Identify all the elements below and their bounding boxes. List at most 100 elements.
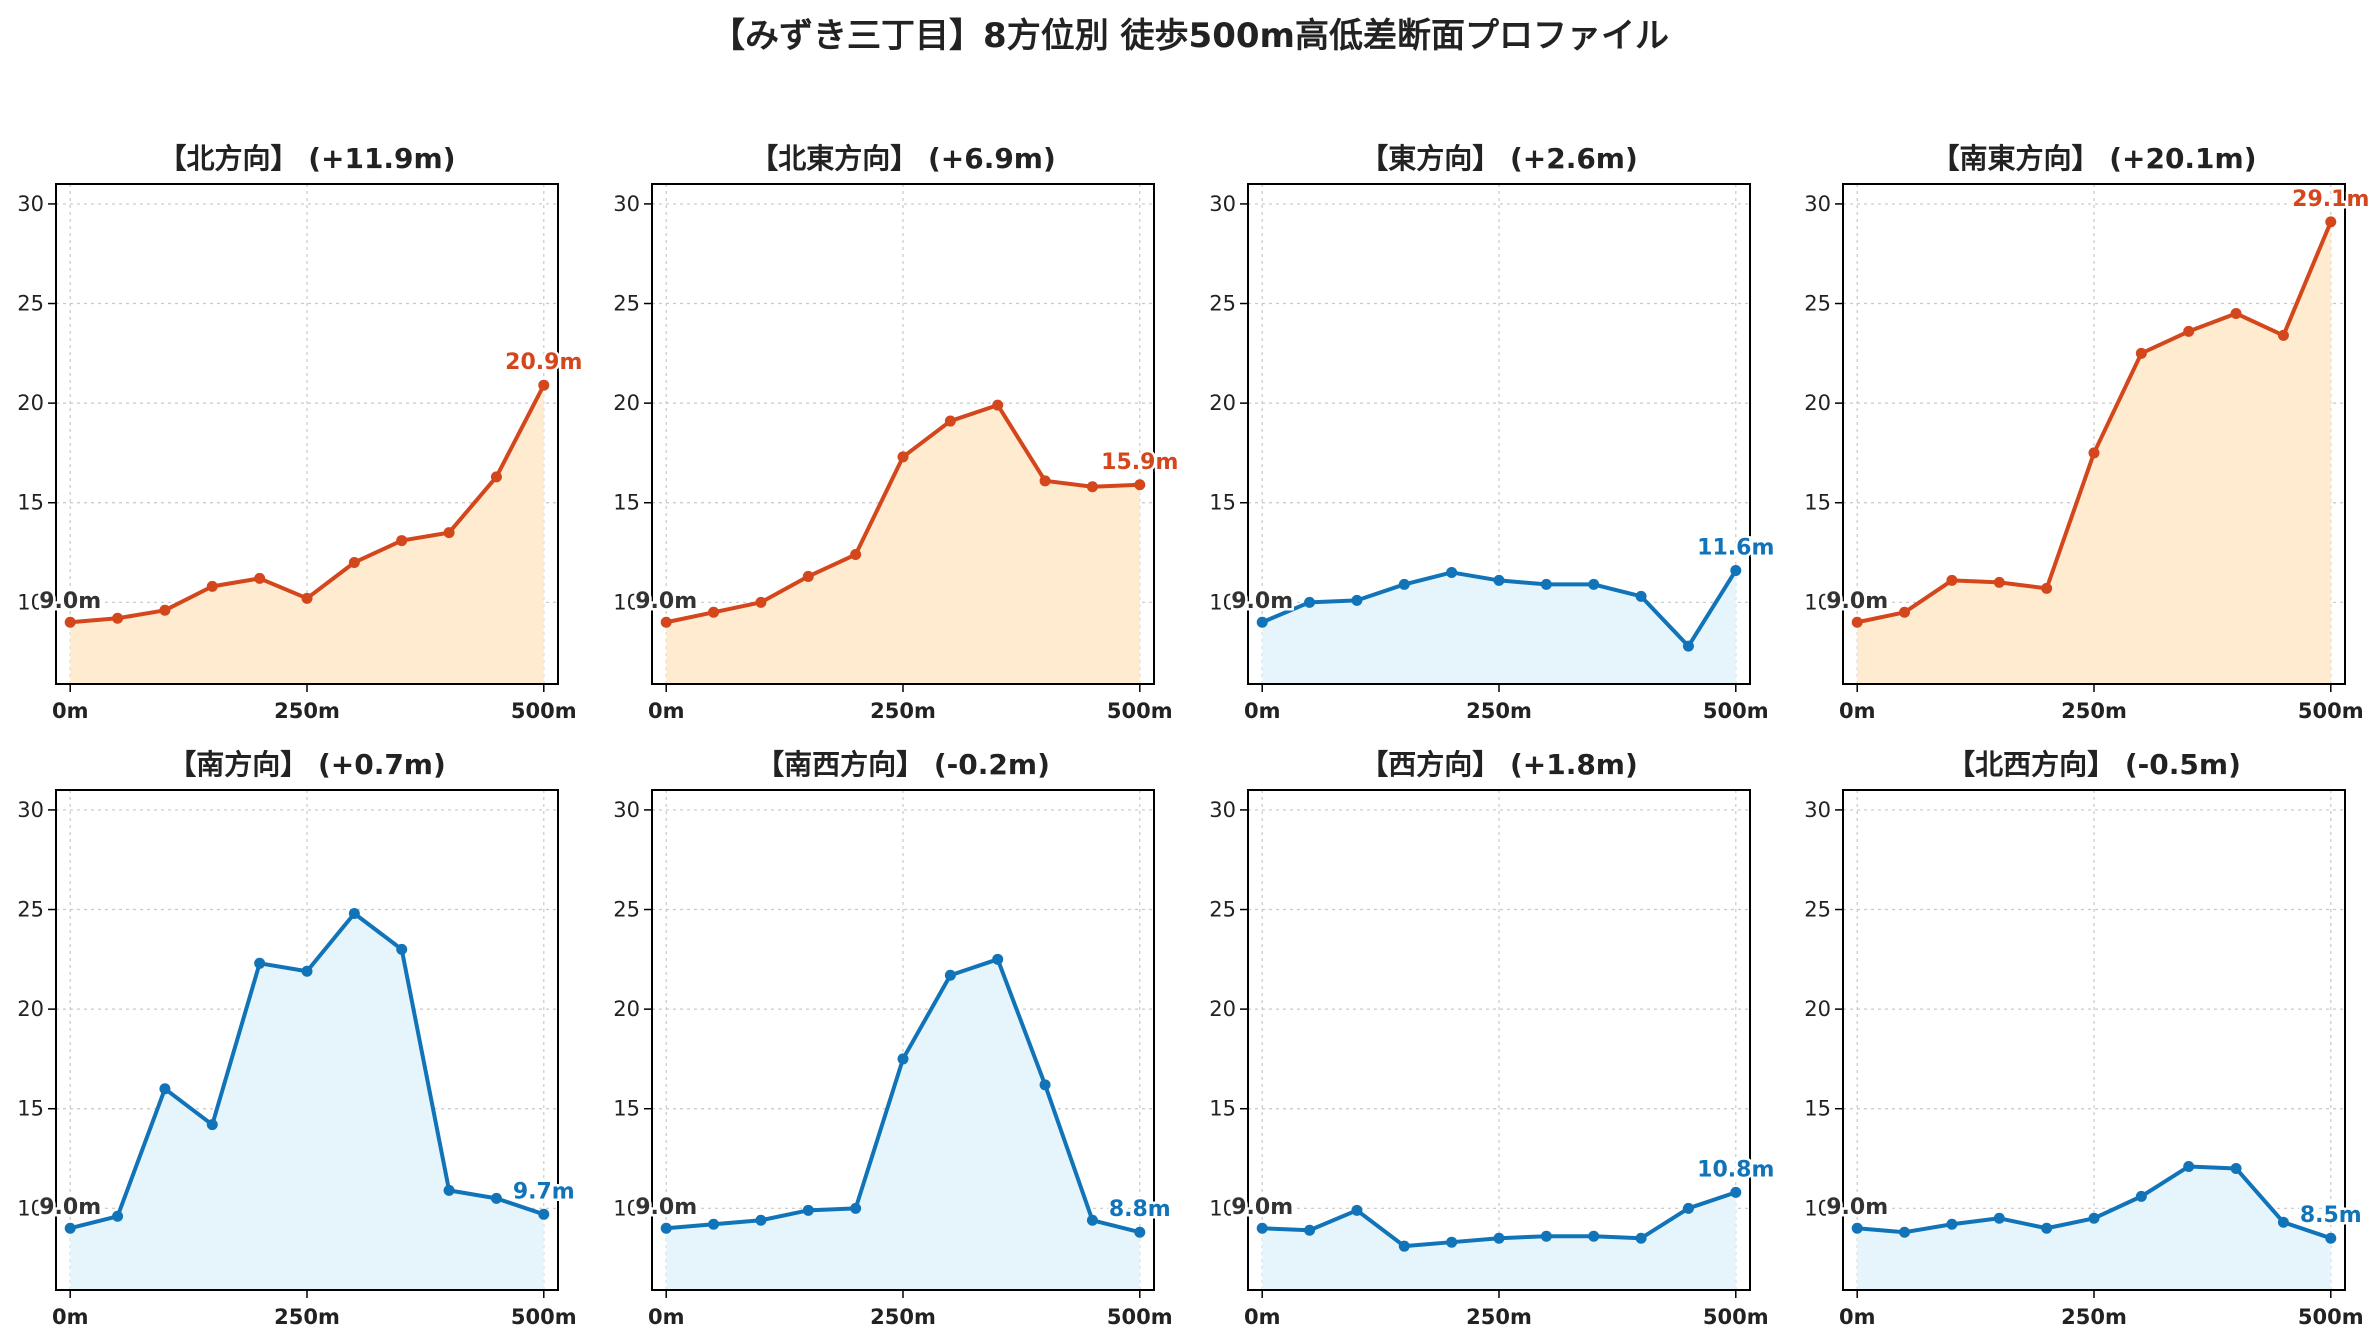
end-value-label: 15.9m bbox=[1101, 450, 1178, 475]
end-value-label: 20.9m bbox=[505, 350, 582, 375]
subplot-2: 【北東方向】 (+6.9m) 10 15 20 25 30 0m 250m 500m 9.0m 15… bbox=[613, 142, 1181, 723]
data-point bbox=[1682, 1202, 1694, 1214]
y-tick-label: 15 bbox=[613, 1097, 640, 1121]
data-point bbox=[1256, 616, 1268, 628]
start-value-label: 9.0m bbox=[635, 589, 697, 614]
data-point bbox=[443, 1184, 455, 1196]
data-point bbox=[112, 1210, 124, 1222]
x-tick-label: 500m bbox=[511, 1305, 577, 1329]
y-tick-label: 20 bbox=[613, 997, 640, 1021]
y-tick-label: 10 bbox=[613, 590, 640, 614]
subplot-title: 【北東方向】 (+6.9m) bbox=[750, 142, 1056, 175]
data-point bbox=[206, 1119, 218, 1131]
data-point bbox=[1256, 1222, 1268, 1234]
subplot-title: 【西方向】 (+1.8m) bbox=[1360, 748, 1638, 781]
y-tick-label: 25 bbox=[17, 292, 44, 316]
x-tick-label: 0m bbox=[1244, 1305, 1281, 1329]
x-tick-label: 250m bbox=[2061, 1305, 2127, 1329]
subplot-7: 【西方向】 (+1.8m) 10 15 20 25 30 0m 250m 500m 9.0m 10.… bbox=[1209, 748, 1777, 1329]
data-point bbox=[660, 616, 672, 628]
end-value-label: 8.5m bbox=[2300, 1203, 2362, 1228]
data-point bbox=[802, 570, 814, 582]
data-point bbox=[2135, 1190, 2147, 1202]
data-point bbox=[348, 556, 360, 568]
start-value-label: 9.0m bbox=[39, 589, 101, 614]
data-point bbox=[1351, 594, 1363, 606]
data-point bbox=[1899, 606, 1911, 618]
start-value-label: 9.0m bbox=[1826, 589, 1888, 614]
x-tick-label: 500m bbox=[1107, 699, 1173, 723]
data-point bbox=[944, 415, 956, 427]
y-tick-label: 10 bbox=[1804, 1196, 1831, 1220]
subplot-title: 【北方向】 (+11.9m) bbox=[158, 142, 455, 175]
x-tick-label: 500m bbox=[1703, 1305, 1769, 1329]
x-tick-label: 0m bbox=[1839, 699, 1876, 723]
data-point bbox=[1493, 1232, 1505, 1244]
subplot-title: 【南西方向】 (-0.2m) bbox=[756, 748, 1050, 781]
data-point bbox=[1086, 481, 1098, 493]
y-tick-label: 10 bbox=[613, 1196, 640, 1220]
elevation-area bbox=[70, 913, 544, 1290]
elevation-area bbox=[70, 385, 544, 684]
data-point bbox=[1588, 1230, 1600, 1242]
subplot-3: 【東方向】 (+2.6m) 10 15 20 25 30 0m 250m 500m 9.0m 11.… bbox=[1209, 142, 1777, 723]
start-value-label: 9.0m bbox=[1231, 589, 1293, 614]
x-tick-label: 0m bbox=[648, 1305, 685, 1329]
y-tick-label: 15 bbox=[1209, 491, 1236, 515]
data-point bbox=[1899, 1226, 1911, 1238]
data-point bbox=[850, 1202, 862, 1214]
x-tick-label: 500m bbox=[1703, 699, 1769, 723]
elevation-area bbox=[1857, 1166, 2331, 1290]
y-tick-label: 30 bbox=[613, 798, 640, 822]
data-point bbox=[755, 1214, 767, 1226]
y-tick-label: 20 bbox=[17, 997, 44, 1021]
data-point bbox=[1134, 479, 1146, 491]
y-tick-label: 20 bbox=[1804, 997, 1831, 1021]
end-value-label: 11.6m bbox=[1697, 535, 1774, 560]
data-point bbox=[1588, 578, 1600, 590]
data-point bbox=[1304, 1224, 1316, 1236]
start-value-label: 9.0m bbox=[1231, 1195, 1293, 1220]
data-point bbox=[850, 549, 862, 561]
data-point bbox=[944, 969, 956, 981]
data-point bbox=[1304, 596, 1316, 608]
x-tick-label: 500m bbox=[511, 699, 577, 723]
data-point bbox=[708, 606, 720, 618]
x-tick-label: 0m bbox=[52, 699, 89, 723]
data-point bbox=[1446, 566, 1458, 578]
data-point bbox=[490, 471, 502, 483]
data-point bbox=[396, 535, 408, 547]
y-tick-label: 10 bbox=[1209, 1196, 1236, 1220]
data-point bbox=[1851, 616, 1863, 628]
y-tick-label: 30 bbox=[17, 798, 44, 822]
subplot-title: 【北西方向】 (-0.5m) bbox=[1947, 748, 2241, 781]
subplot-6: 【南西方向】 (-0.2m) 10 15 20 25 30 0m 250m 500m 9.0m 8.… bbox=[613, 748, 1173, 1329]
data-point bbox=[2325, 216, 2337, 228]
data-point bbox=[64, 616, 76, 628]
y-tick-label: 30 bbox=[1804, 192, 1831, 216]
data-point bbox=[755, 596, 767, 608]
y-tick-label: 15 bbox=[613, 491, 640, 515]
data-point bbox=[301, 965, 313, 977]
y-tick-label: 20 bbox=[613, 391, 640, 415]
y-tick-label: 25 bbox=[613, 898, 640, 922]
x-tick-label: 500m bbox=[1107, 1305, 1173, 1329]
data-point bbox=[64, 1222, 76, 1234]
y-tick-label: 15 bbox=[1804, 1097, 1831, 1121]
figure-title: 【みずき三丁目】8方位別 徒歩500m高低差断面プロファイル bbox=[711, 16, 1669, 56]
data-point bbox=[2277, 329, 2289, 341]
y-tick-label: 10 bbox=[17, 1196, 44, 1220]
y-tick-label: 10 bbox=[17, 590, 44, 614]
end-value-label: 10.8m bbox=[1697, 1157, 1774, 1182]
elevation-area bbox=[666, 959, 1140, 1290]
y-tick-label: 30 bbox=[1209, 798, 1236, 822]
y-tick-label: 15 bbox=[1804, 491, 1831, 515]
subplot-5: 【南方向】 (+0.7m) 10 15 20 25 30 0m 250m 500m 9.0m 9.7… bbox=[17, 748, 577, 1329]
data-point bbox=[1851, 1222, 1863, 1234]
x-tick-label: 250m bbox=[1466, 699, 1532, 723]
data-point bbox=[802, 1204, 814, 1216]
y-tick-label: 15 bbox=[17, 1097, 44, 1121]
x-tick-label: 250m bbox=[870, 699, 936, 723]
y-tick-label: 15 bbox=[1209, 1097, 1236, 1121]
data-point bbox=[1635, 1232, 1647, 1244]
